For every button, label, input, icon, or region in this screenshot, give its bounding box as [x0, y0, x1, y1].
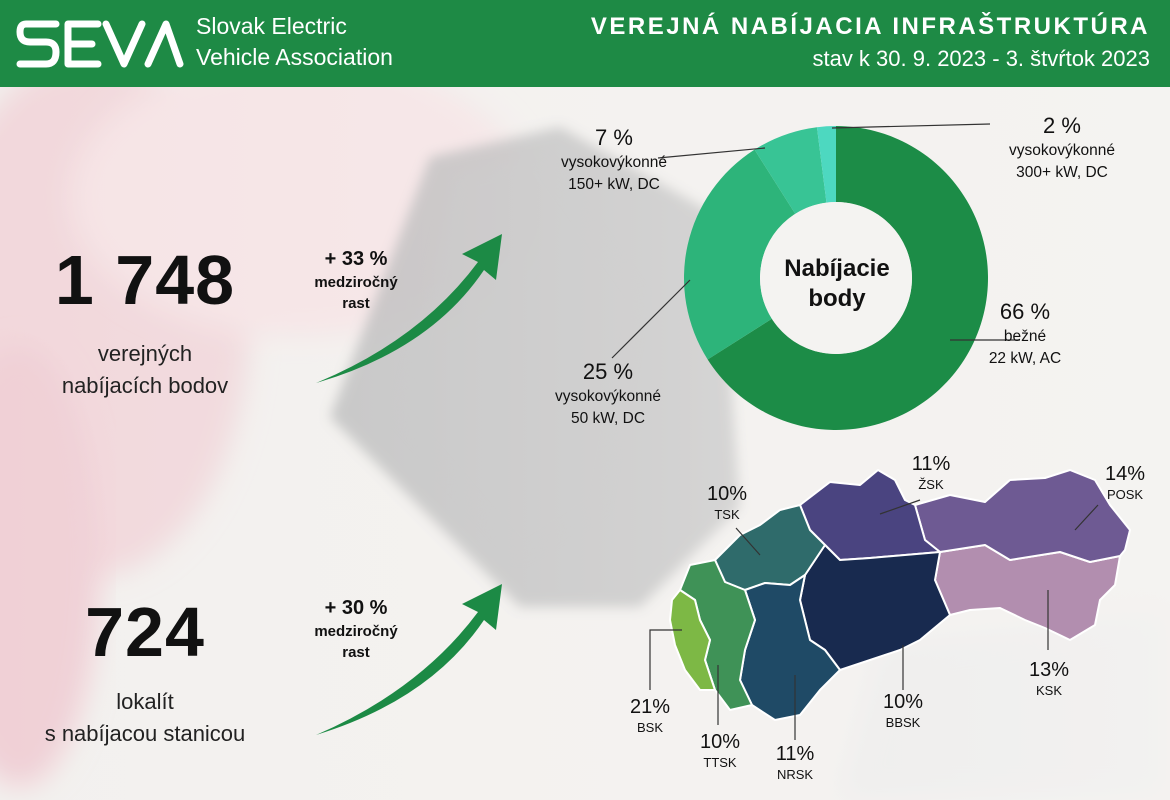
map-label-bsk: 21% BSK — [615, 695, 685, 737]
org-name-line1: Slovak Electric — [196, 13, 347, 39]
stat-locations-caption-line2: s nabíjacou stanicou — [44, 721, 246, 746]
donut-label-dc150-value: 7 % — [595, 125, 633, 150]
map-label-posk-code: POSK — [1106, 487, 1144, 502]
map-label-bbsk-code: BBSK — [885, 715, 921, 730]
map-label-tsk-code: TSK — [714, 507, 740, 522]
stat-charging-points-growth: + 33 % medziročný rast — [296, 246, 416, 314]
stat-locations-value: 724 — [85, 593, 205, 671]
growth-2-label-line1: medziročný — [314, 623, 398, 640]
growth-arrow-2-icon — [316, 584, 502, 735]
header-bar: Slovak Electric Vehicle Association VERE… — [0, 0, 1170, 87]
map-label-nrsk-value: 11% — [775, 743, 815, 765]
donut-label-dc300: 2 % vysokovýkonné 300+ kW, DC — [982, 112, 1142, 184]
donut-hole — [760, 202, 912, 354]
donut-label-dc300-value: 2 % — [1043, 113, 1081, 138]
map-label-zsk-code: ŽSK — [918, 477, 944, 492]
map-label-bsk-value: 21% — [629, 696, 671, 718]
donut-label-dc50-line1: vysokovýkonné — [555, 388, 661, 405]
donut-label-ac: 66 % bežné 22 kW, AC — [960, 298, 1090, 370]
map-label-posk: 14% POSK — [1090, 462, 1160, 504]
stat-locations-caption: lokalít s nabíjacou stanicou — [30, 686, 260, 750]
growth-1-label-line2: rast — [342, 295, 370, 312]
stat-locations-growth: + 30 % medziročný rast — [296, 595, 416, 663]
map-leader-lines — [649, 499, 1099, 740]
donut-label-ac-line2: 22 kW, AC — [988, 350, 1062, 367]
donut-slice-3 — [816, 126, 836, 203]
growth-1-label-line1: medziročný — [314, 274, 398, 291]
stat-charging-points-caption: verejných nabíjacích bodov — [30, 338, 260, 402]
stat-charging-points-caption-line2: nabíjacích bodov — [61, 373, 229, 398]
map-label-ttsk-code: TTSK — [703, 755, 737, 770]
donut-label-dc50-value: 25 % — [582, 359, 634, 384]
map-label-tsk-value: 10% — [706, 483, 748, 505]
page-subtitle: stav k 30. 9. 2023 - 3. štvŕtok 2023 — [812, 46, 1150, 71]
donut-center-line1: Nabíjacie — [784, 255, 890, 282]
map-label-nrsk-code: NRSK — [776, 767, 814, 782]
map-label-bsk-code: BSK — [636, 720, 663, 735]
donut-label-dc150-line2: 150+ kW, DC — [568, 176, 660, 193]
donut-center-line2: body — [808, 285, 866, 312]
map-label-zsk: 11% ŽSK — [896, 452, 966, 494]
map-label-bbsk-value: 10% — [882, 691, 924, 713]
page-title: VEREJNÁ NABÍJACIA INFRAŠTRUKTÚRA — [590, 13, 1150, 40]
org-name-line2: Vehicle Association — [196, 44, 393, 70]
map-label-ttsk-value: 10% — [699, 731, 741, 753]
donut-center-title: Nabíjacie body — [762, 254, 912, 314]
donut-label-ac-line1: bežné — [1003, 328, 1047, 345]
donut-label-dc300-line1: vysokovýkonné — [1009, 142, 1115, 159]
donut-slice-2 — [754, 127, 827, 214]
stat-charging-points-value: 1 748 — [54, 241, 236, 319]
map-label-ksk-code: KSK — [1035, 683, 1062, 698]
growth-2-label-line2: rast — [342, 644, 370, 661]
donut-slice-1 — [684, 149, 796, 360]
map-label-zsk-value: 11% — [911, 453, 951, 475]
slovakia-map — [669, 469, 1131, 721]
donut-label-dc50-line2: 50 kW, DC — [570, 410, 646, 427]
map-region-bsk — [669, 589, 716, 691]
growth-arrow-1-icon — [316, 234, 502, 383]
map-label-ksk: 13% KSK — [1014, 658, 1084, 700]
donut-leader-lines — [611, 123, 1020, 359]
background-photo-art — [0, 87, 1170, 800]
map-label-tsk: 10% TSK — [692, 482, 762, 524]
stat-locations-caption-line1: lokalít — [116, 689, 174, 714]
seva-logo-icon — [16, 20, 184, 68]
map-label-bbsk: 10% BBSK — [868, 690, 938, 732]
donut-label-ac-value: 66 % — [999, 299, 1051, 324]
map-label-nrsk: 11% NRSK — [760, 742, 830, 784]
donut-slice-0 — [707, 126, 988, 430]
growth-2-value: + 30 % — [324, 597, 388, 619]
donut-label-dc300-line2: 300+ kW, DC — [1016, 164, 1108, 181]
map-label-posk-value: 14% — [1104, 463, 1146, 485]
background-photo — [0, 87, 1170, 800]
growth-1-value: + 33 % — [324, 248, 388, 270]
map-label-ttsk: 10% TTSK — [685, 730, 755, 772]
stat-charging-points-caption-line1: verejných — [97, 341, 193, 366]
donut-label-dc150-line1: vysokovýkonné — [561, 154, 667, 171]
donut-label-dc150: 7 % vysokovýkonné 150+ kW, DC — [534, 124, 694, 196]
donut-label-dc50: 25 % vysokovýkonné 50 kW, DC — [528, 358, 688, 430]
map-region-posk — [914, 469, 1131, 563]
donut-chart — [684, 126, 988, 430]
map-label-ksk-value: 13% — [1028, 659, 1070, 681]
